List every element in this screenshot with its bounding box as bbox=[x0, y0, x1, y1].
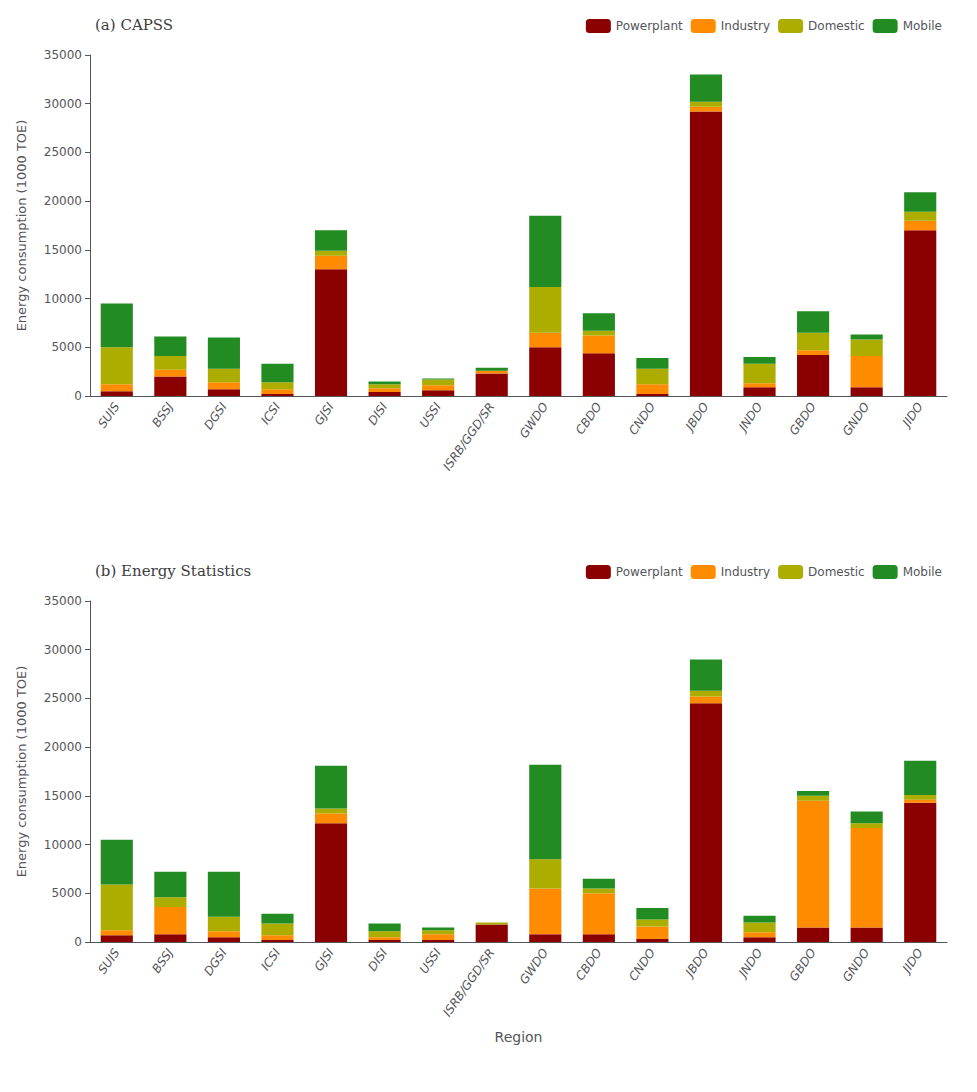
svg-text:Powerplant: Powerplant bbox=[616, 19, 683, 33]
svg-text:CNDO: CNDO bbox=[626, 946, 658, 984]
svg-text:JBDO: JBDO bbox=[682, 400, 712, 435]
svg-text:GJSI: GJSI bbox=[312, 946, 338, 974]
svg-text:GWDO: GWDO bbox=[517, 400, 551, 441]
svg-text:GWDO: GWDO bbox=[517, 946, 551, 987]
svg-text:GBDO: GBDO bbox=[787, 946, 819, 984]
svg-text:Mobile: Mobile bbox=[903, 565, 942, 579]
svg-text:Region: Region bbox=[495, 1029, 543, 1045]
svg-text:35000: 35000 bbox=[44, 48, 82, 62]
svg-text:DGSI: DGSI bbox=[201, 946, 230, 979]
svg-text:SUIS: SUIS bbox=[95, 400, 122, 431]
svg-text:25000: 25000 bbox=[44, 691, 82, 705]
svg-text:BSSJ: BSSJ bbox=[149, 400, 176, 430]
svg-text:Domestic: Domestic bbox=[808, 19, 865, 33]
svg-text:(a) CAPSS: (a) CAPSS bbox=[95, 16, 173, 34]
svg-text:DISI: DISI bbox=[365, 400, 390, 428]
svg-text:DISI: DISI bbox=[365, 946, 390, 974]
svg-text:ISRB/GGD/SR: ISRB/GGD/SR bbox=[440, 946, 497, 1019]
svg-text:DGSI: DGSI bbox=[201, 400, 230, 433]
svg-text:Industry: Industry bbox=[721, 565, 770, 579]
svg-text:5000: 5000 bbox=[51, 886, 82, 900]
svg-text:USSI: USSI bbox=[417, 400, 444, 431]
svg-text:Industry: Industry bbox=[721, 19, 770, 33]
svg-text:GNDO: GNDO bbox=[840, 400, 873, 438]
svg-text:ICSI: ICSI bbox=[258, 946, 283, 973]
svg-text:0: 0 bbox=[74, 389, 82, 403]
svg-text:10000: 10000 bbox=[44, 292, 82, 306]
svg-text:SUIS: SUIS bbox=[95, 946, 122, 977]
svg-text:GBDO: GBDO bbox=[787, 400, 819, 438]
svg-text:Powerplant: Powerplant bbox=[616, 565, 683, 579]
svg-text:Energy consumption (1000 TOE): Energy consumption (1000 TOE) bbox=[14, 120, 29, 332]
svg-text:JNDO: JNDO bbox=[735, 400, 766, 435]
svg-text:0: 0 bbox=[74, 935, 82, 949]
svg-text:20000: 20000 bbox=[44, 194, 82, 208]
svg-text:25000: 25000 bbox=[44, 145, 82, 159]
svg-text:CNDO: CNDO bbox=[626, 400, 658, 438]
svg-text:30000: 30000 bbox=[44, 643, 82, 657]
svg-text:Domestic: Domestic bbox=[808, 565, 865, 579]
svg-text:JNDO: JNDO bbox=[735, 946, 766, 981]
svg-text:JBDO: JBDO bbox=[682, 946, 712, 981]
svg-text:10000: 10000 bbox=[44, 838, 82, 852]
svg-text:20000: 20000 bbox=[44, 740, 82, 754]
svg-text:30000: 30000 bbox=[44, 97, 82, 111]
svg-text:USSI: USSI bbox=[417, 946, 444, 977]
svg-text:15000: 15000 bbox=[44, 789, 82, 803]
svg-text:BSSJ: BSSJ bbox=[149, 946, 176, 976]
svg-text:GJSI: GJSI bbox=[312, 400, 338, 428]
svg-text:CBDO: CBDO bbox=[573, 400, 605, 437]
svg-text:15000: 15000 bbox=[44, 243, 82, 257]
svg-text:JIDO: JIDO bbox=[899, 946, 926, 977]
svg-text:5000: 5000 bbox=[51, 340, 82, 354]
svg-text:ICSI: ICSI bbox=[258, 400, 283, 427]
svg-text:Energy consumption (1000 TOE): Energy consumption (1000 TOE) bbox=[14, 666, 29, 878]
svg-text:Mobile: Mobile bbox=[903, 19, 942, 33]
svg-text:35000: 35000 bbox=[44, 594, 82, 608]
svg-text:CBDO: CBDO bbox=[573, 946, 605, 983]
svg-text:ISRB/GGD/SR: ISRB/GGD/SR bbox=[440, 400, 497, 473]
svg-text:JIDO: JIDO bbox=[899, 400, 926, 431]
svg-text:(b) Energy Statistics: (b) Energy Statistics bbox=[95, 562, 251, 580]
svg-text:GNDO: GNDO bbox=[840, 946, 873, 984]
